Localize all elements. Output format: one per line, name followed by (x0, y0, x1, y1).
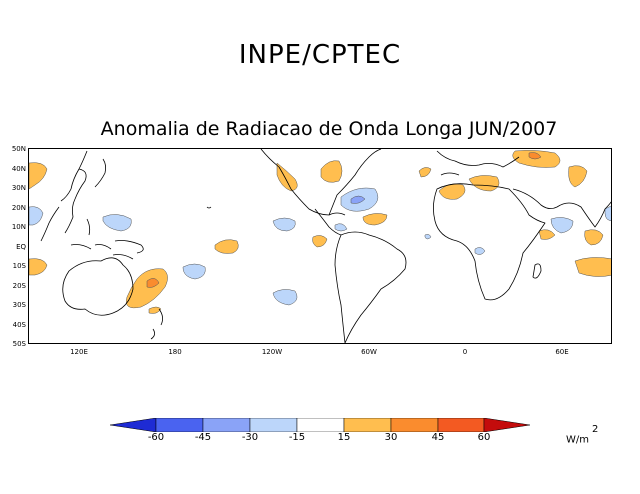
lat-label-50n: 50N (11, 145, 26, 153)
colorbar-segment (390, 418, 439, 432)
anomaly-positive (312, 235, 328, 248)
anomaly-positive (362, 213, 388, 226)
coast-philippines-indonesia (70, 218, 134, 260)
units-exponent: 2 (592, 424, 599, 435)
lat-label-20s: 20S (12, 282, 26, 290)
anomaly-negative (604, 205, 611, 222)
colorbar-label: -30 (241, 432, 259, 443)
anomaly-negative (550, 217, 574, 234)
units-text: W/m (566, 434, 589, 446)
world-map (28, 148, 612, 344)
lon-label-180: 180 (168, 348, 182, 356)
anomaly-negative (272, 217, 296, 232)
lat-label-40s: 40S (12, 321, 26, 329)
anomaly-negative (102, 214, 132, 232)
anomaly-positive (468, 175, 500, 192)
coast-europe (436, 150, 520, 176)
coast-new-guinea (114, 240, 144, 254)
anomaly-positive (320, 160, 343, 183)
lat-label-50s: 50S (12, 340, 26, 348)
anomaly-positive (418, 167, 432, 178)
coast-australia (62, 257, 134, 316)
coast-arabia-india (512, 188, 611, 228)
anomaly-positive (528, 152, 542, 160)
coastlines (40, 149, 611, 343)
colorbar-label: 30 (384, 432, 398, 443)
anomaly-positive (538, 229, 556, 240)
colorbar-segment (483, 418, 530, 432)
anomaly-positive (146, 278, 160, 288)
lat-label-40n: 40N (11, 165, 26, 173)
lat-label-10s: 10S (12, 262, 26, 270)
anomaly-positive (126, 268, 168, 309)
positive-anomalies (29, 150, 611, 314)
lat-label-eq: EQ (16, 243, 26, 251)
anomaly-negative (350, 195, 366, 204)
anomaly-negative (424, 234, 432, 240)
colorbar-segment (202, 418, 251, 432)
lat-label-30n: 30N (11, 184, 26, 192)
coast-africa (433, 183, 546, 301)
colorbar (110, 418, 530, 432)
colorbar-segment (110, 418, 157, 432)
lon-label-60e: 60E (555, 348, 569, 356)
anomaly-positive (584, 229, 604, 246)
colorbar-segment (296, 418, 345, 432)
anomaly-positive (574, 257, 611, 277)
colorbar-label: 45 (431, 432, 445, 443)
lat-label-20n: 20N (11, 204, 26, 212)
lat-label-30s: 30S (12, 301, 26, 309)
coast-hawaii (206, 206, 212, 209)
colorbar-label: 15 (337, 432, 351, 443)
coast-gulf-central-america (314, 208, 346, 236)
lon-label-120w: 120W (261, 348, 283, 356)
units-label: W/m2 (566, 424, 598, 446)
anomaly-positive (29, 162, 48, 190)
agency-header: INPE/CPTEC (238, 40, 402, 70)
anomaly-negative (272, 289, 298, 306)
anomaly-positive (29, 258, 48, 276)
coast-japan (94, 158, 107, 188)
anomaly-negative (29, 206, 44, 226)
coast-new-zealand (150, 308, 163, 340)
anomaly-positive (568, 165, 588, 188)
colorbar-segment (155, 418, 204, 432)
coast-madagascar (532, 263, 542, 279)
lon-label-0: 0 (462, 348, 468, 356)
colorbar-segment (343, 418, 392, 432)
lat-label-10n: 10N (11, 223, 26, 231)
lon-label-60w: 60W (361, 348, 377, 356)
anomaly-positive (276, 162, 298, 192)
anomaly-negative (474, 247, 486, 255)
colorbar-label: -15 (288, 432, 306, 443)
colorbar-segment (437, 418, 485, 432)
colorbar-label: -60 (147, 432, 165, 443)
coast-south-america (334, 231, 407, 343)
map-title: Anomalia de Radiacao de Onda Longa JUN/2… (100, 118, 558, 140)
anomaly-positive (214, 239, 239, 254)
lon-label-120e: 120E (70, 348, 88, 356)
anomaly-negative (182, 263, 206, 280)
negative-anomalies (29, 187, 611, 306)
anomaly-negative (334, 223, 348, 232)
map-canvas (29, 149, 611, 343)
colorbar-segment (249, 418, 298, 432)
coast-east-asia (40, 150, 88, 242)
colorbar-label: -45 (194, 432, 212, 443)
colorbar-label: 60 (477, 432, 491, 443)
anomaly-positive (148, 306, 162, 314)
